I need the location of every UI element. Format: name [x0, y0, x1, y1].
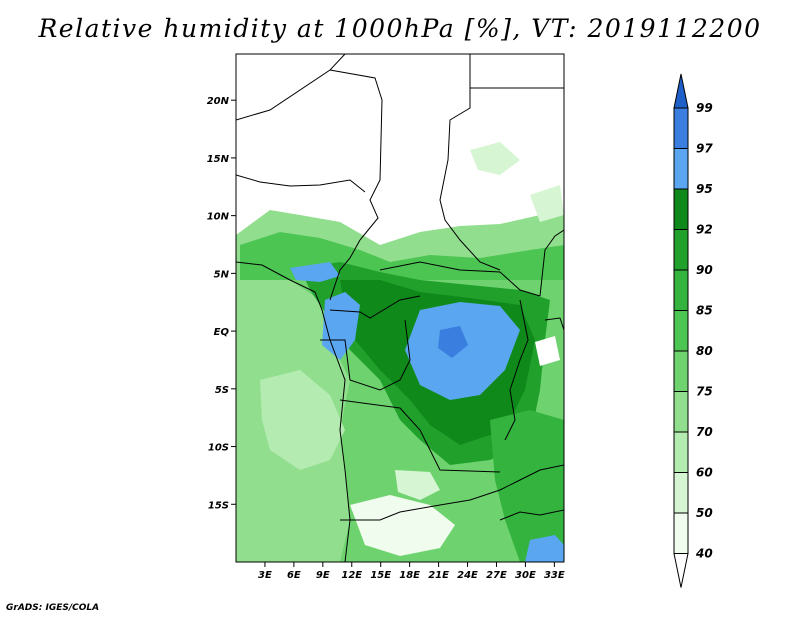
colorbar-segment [673, 269, 689, 311]
border-car-congo [329, 295, 421, 319]
field-blue-north [290, 262, 340, 282]
border-zimbabwe [499, 509, 564, 521]
border-niger-nigeria [236, 174, 366, 193]
coastline [236, 261, 351, 562]
colorbar-level-label: 75 [696, 385, 713, 399]
colorbar-segment [673, 512, 689, 554]
lat-tick-label: 15S [208, 500, 229, 511]
lat-tick-label: EQ [214, 327, 230, 338]
field-se-blue [525, 535, 564, 562]
colorbar-segment [673, 350, 689, 392]
border-congo-drc [320, 319, 411, 391]
field-north-speckle [470, 142, 520, 175]
border-angola-drc [339, 399, 501, 473]
field-blue-center [405, 302, 520, 400]
lat-tick-label: 5N [214, 269, 230, 280]
border-drc-east [504, 299, 529, 441]
colorbar-level-label: 90 [696, 263, 713, 277]
field-se-green [490, 410, 564, 562]
border-uganda-kenya [544, 317, 564, 331]
colorbar-level-label: 80 [696, 344, 713, 358]
colorbar-top-arrow [673, 73, 689, 109]
lat-tick-label: 10S [208, 443, 229, 454]
border-niger-chad [329, 69, 383, 241]
colorbar-level-label: 40 [695, 547, 713, 561]
field-south-pale [395, 470, 440, 500]
colorbar-segment [673, 310, 689, 352]
field-blue-small [438, 326, 468, 358]
map-title: Relative humidity at 1000hPa [%], VT: 20… [38, 14, 762, 43]
border-zambia [469, 464, 564, 501]
field-lake-victoria [535, 336, 560, 366]
lon-tick-label: 24E [457, 570, 478, 581]
lat-tick-label: 5S [215, 385, 229, 396]
border-car-north [379, 261, 541, 297]
colorbar-bottom-arrow [673, 553, 689, 588]
latitude-axis: 20N 15N 10N 5N EQ 5S 10S 15S [207, 96, 236, 511]
lon-tick-label: 6E [287, 570, 301, 581]
colorbar-level-label: 50 [696, 506, 713, 520]
lon-tick-label: 15E [370, 570, 391, 581]
colorbar-segment [673, 148, 689, 190]
colorbar-segment [673, 431, 689, 473]
colorbar-level-label: 99 [696, 101, 713, 115]
field-pale-ocean [260, 370, 345, 470]
lon-tick-label: 21E [428, 570, 449, 581]
colorbar-level-label: 70 [696, 425, 713, 439]
lat-tick-label: 20N [207, 96, 230, 107]
lon-tick-label: 18E [399, 570, 420, 581]
colorbar: 99 97 95 92 90 85 80 75 70 60 50 40 [673, 73, 713, 588]
border-ethiopia [539, 229, 564, 297]
field-south-dry [350, 495, 455, 556]
border-chad-sudan [439, 54, 501, 271]
colorbar-segment [673, 391, 689, 433]
map-frame [235, 53, 565, 563]
colorbar-level-label: 92 [696, 223, 713, 237]
lon-tick-label: 33E [544, 570, 565, 581]
colorbar-level-label: 60 [696, 466, 713, 480]
grads-credit: GrADS: IGES/COLA [6, 603, 100, 613]
border-libya-niger [236, 54, 346, 121]
colorbar-segment [673, 472, 689, 514]
colorbar-level-label: 85 [696, 304, 713, 318]
colorbar-segment [673, 107, 689, 149]
colorbar-segment [673, 188, 689, 230]
border-nigeria-cameroon [329, 239, 361, 301]
lon-tick-label: 27E [486, 570, 507, 581]
lon-tick-label: 3E [258, 570, 272, 581]
lat-tick-label: 15N [207, 154, 230, 165]
lon-tick-label: 9E [316, 570, 330, 581]
colorbar-level-label: 97 [696, 142, 713, 156]
field-east-speckle [530, 185, 564, 222]
lon-tick-label: 30E [515, 570, 536, 581]
humidity-field [236, 54, 564, 562]
colorbar-level-label: 95 [696, 182, 713, 196]
colorbar-segment [673, 229, 689, 271]
longitude-axis: 3E 6E 9E 12E 15E 18E 21E 24E 27E 30E 33E [258, 562, 565, 581]
country-borders [236, 54, 564, 521]
lon-tick-label: 12E [341, 570, 362, 581]
lat-tick-label: 10N [207, 212, 230, 223]
border-namibia-angola [340, 499, 471, 521]
